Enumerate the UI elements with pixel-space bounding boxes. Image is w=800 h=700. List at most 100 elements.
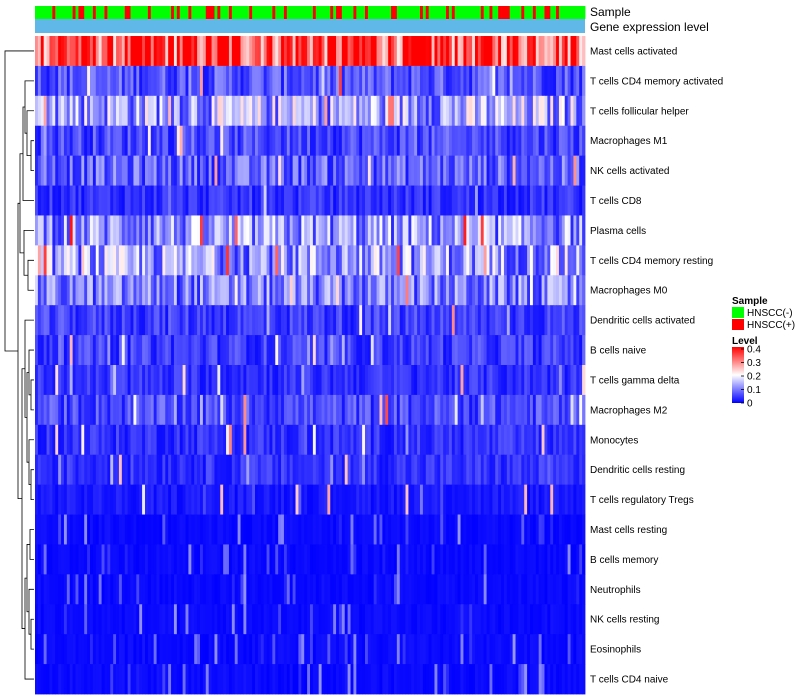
heatmap-cell — [37, 664, 42, 695]
heatmap-cell — [255, 664, 259, 695]
heatmap-cell — [281, 394, 285, 426]
heatmap-cell — [130, 544, 134, 575]
heatmap-cell — [49, 394, 53, 426]
heatmap-cell — [503, 544, 508, 575]
heatmap-cell — [385, 604, 389, 635]
heatmap-cell — [509, 36, 514, 67]
heatmap-cell — [121, 604, 126, 635]
heatmap-cell — [341, 65, 346, 97]
heatmap-cell — [295, 484, 299, 515]
heatmap-cell — [422, 454, 427, 486]
heatmap-cell — [408, 215, 412, 246]
heatmap-cell — [113, 125, 117, 157]
heatmap-cell — [231, 514, 236, 545]
heatmap-cell — [547, 245, 551, 276]
heatmap-cell — [451, 125, 456, 157]
heatmap-cell — [208, 544, 212, 575]
heatmap-cell — [231, 424, 236, 456]
heatmap-cell — [448, 664, 453, 695]
heatmap-cell — [159, 664, 163, 695]
heatmap-cell — [159, 155, 163, 186]
heatmap-cell — [75, 514, 79, 545]
heatmap-cell — [298, 275, 302, 306]
heatmap-cell — [43, 305, 47, 336]
heatmap-cell — [98, 365, 102, 396]
heatmap-cell — [472, 95, 476, 127]
heatmap-cell — [333, 305, 337, 336]
heatmap-cell — [185, 95, 189, 127]
heatmap-cell — [454, 275, 459, 306]
sample-annotation-cell — [321, 6, 325, 19]
heatmap-cell — [234, 335, 239, 366]
heatmap-cell — [153, 664, 157, 695]
heatmap-cell — [498, 275, 502, 306]
sample-annotation-cell — [431, 6, 435, 19]
heatmap-cell — [237, 185, 241, 216]
heatmap-cell — [567, 424, 571, 456]
heatmap-cell — [460, 36, 464, 67]
heatmap-cell — [324, 484, 328, 515]
heatmap-cell — [101, 275, 105, 306]
heatmap-cell — [165, 305, 169, 336]
heatmap-cell — [145, 305, 149, 336]
heatmap-cell — [535, 484, 540, 515]
heatmap-cell — [451, 185, 456, 216]
heatmap-cell — [428, 544, 432, 575]
heatmap-cell — [95, 36, 100, 67]
heatmap-cell — [530, 95, 534, 127]
heatmap-cell — [495, 424, 499, 456]
heatmap-cell — [98, 335, 102, 366]
heatmap-cell — [208, 275, 212, 306]
heatmap-cell — [359, 365, 363, 396]
heatmap-cell — [298, 125, 302, 157]
heatmap-cell — [573, 215, 577, 246]
heatmap-cell — [518, 454, 522, 486]
heatmap-cell — [535, 305, 540, 336]
heatmap-cell — [260, 604, 265, 635]
heatmap-cell — [156, 484, 160, 515]
heatmap-cell — [263, 215, 267, 246]
heatmap-cell — [556, 185, 560, 216]
heatmap-cell — [333, 454, 337, 486]
heatmap-cell — [202, 514, 207, 545]
heatmap-cell — [49, 574, 53, 605]
heatmap-cell — [37, 634, 42, 665]
heatmap-cell — [121, 95, 126, 127]
heatmap-cell — [226, 454, 230, 486]
heatmap-cell — [483, 454, 487, 486]
heatmap-cell — [414, 275, 418, 306]
heatmap-cell — [255, 125, 259, 157]
heatmap-cell — [327, 185, 331, 216]
heatmap-cell — [391, 185, 395, 216]
heatmap-cell — [278, 36, 282, 67]
heatmap-cell — [469, 664, 473, 695]
heatmap-cell — [55, 65, 59, 97]
heatmap-cell — [460, 305, 464, 336]
heatmap-cell — [353, 65, 357, 97]
heatmap-cell — [266, 36, 270, 67]
heatmap-cell — [176, 65, 181, 97]
heatmap-cell — [434, 484, 438, 515]
heatmap-cell — [61, 125, 65, 157]
heatmap-cell — [417, 275, 421, 306]
heatmap-cell — [446, 155, 450, 186]
heatmap-cell — [486, 185, 490, 216]
heatmap-cell — [451, 65, 456, 97]
heatmap-cell — [576, 155, 580, 186]
heatmap-cell — [503, 36, 508, 67]
heatmap-cell — [443, 514, 447, 545]
heatmap-cell — [344, 95, 349, 127]
heatmap-cell — [72, 604, 76, 635]
heatmap-cell — [118, 155, 123, 186]
heatmap-cell — [52, 394, 56, 426]
heatmap-cell — [255, 484, 259, 515]
heatmap-cell — [159, 604, 163, 635]
heatmap-cell — [495, 544, 499, 575]
heatmap-cell — [237, 454, 241, 486]
heatmap-cell — [480, 394, 485, 426]
heatmap-cell — [240, 215, 244, 246]
heatmap-cell — [512, 634, 516, 665]
heatmap-cell — [231, 245, 236, 276]
heatmap-cell — [197, 65, 201, 97]
heatmap-cell — [535, 36, 540, 67]
